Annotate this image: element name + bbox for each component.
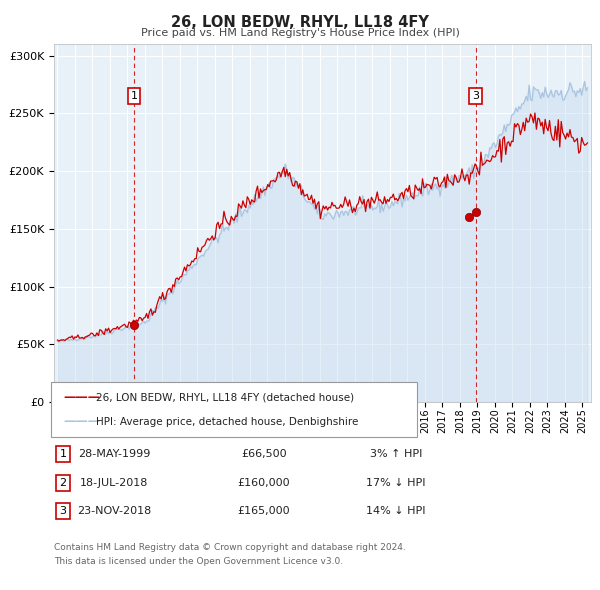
Text: £165,000: £165,000 <box>238 506 290 516</box>
Text: 3% ↑ HPI: 3% ↑ HPI <box>370 450 422 459</box>
Text: ———: ——— <box>63 391 100 404</box>
Text: 3: 3 <box>59 506 67 516</box>
Text: HPI: Average price, detached house, Denbighshire: HPI: Average price, detached house, Denb… <box>96 417 358 427</box>
Text: £160,000: £160,000 <box>238 478 290 487</box>
Text: Contains HM Land Registry data © Crown copyright and database right 2024.: Contains HM Land Registry data © Crown c… <box>54 543 406 552</box>
Text: 2: 2 <box>59 478 67 487</box>
Text: 26, LON BEDW, RHYL, LL18 4FY (detached house): 26, LON BEDW, RHYL, LL18 4FY (detached h… <box>96 392 354 402</box>
Text: 28-MAY-1999: 28-MAY-1999 <box>78 450 150 459</box>
Text: 1: 1 <box>131 91 137 101</box>
Text: Price paid vs. HM Land Registry's House Price Index (HPI): Price paid vs. HM Land Registry's House … <box>140 28 460 38</box>
Text: 26, LON BEDW, RHYL, LL18 4FY: 26, LON BEDW, RHYL, LL18 4FY <box>171 15 429 30</box>
Text: 1: 1 <box>59 450 67 459</box>
Text: ———: ——— <box>63 415 100 428</box>
Text: 17% ↓ HPI: 17% ↓ HPI <box>366 478 426 487</box>
Text: 23-NOV-2018: 23-NOV-2018 <box>77 506 151 516</box>
Text: This data is licensed under the Open Government Licence v3.0.: This data is licensed under the Open Gov… <box>54 557 343 566</box>
Text: £66,500: £66,500 <box>241 450 287 459</box>
Text: 14% ↓ HPI: 14% ↓ HPI <box>366 506 426 516</box>
Text: 3: 3 <box>472 91 479 101</box>
Text: 18-JUL-2018: 18-JUL-2018 <box>80 478 148 487</box>
